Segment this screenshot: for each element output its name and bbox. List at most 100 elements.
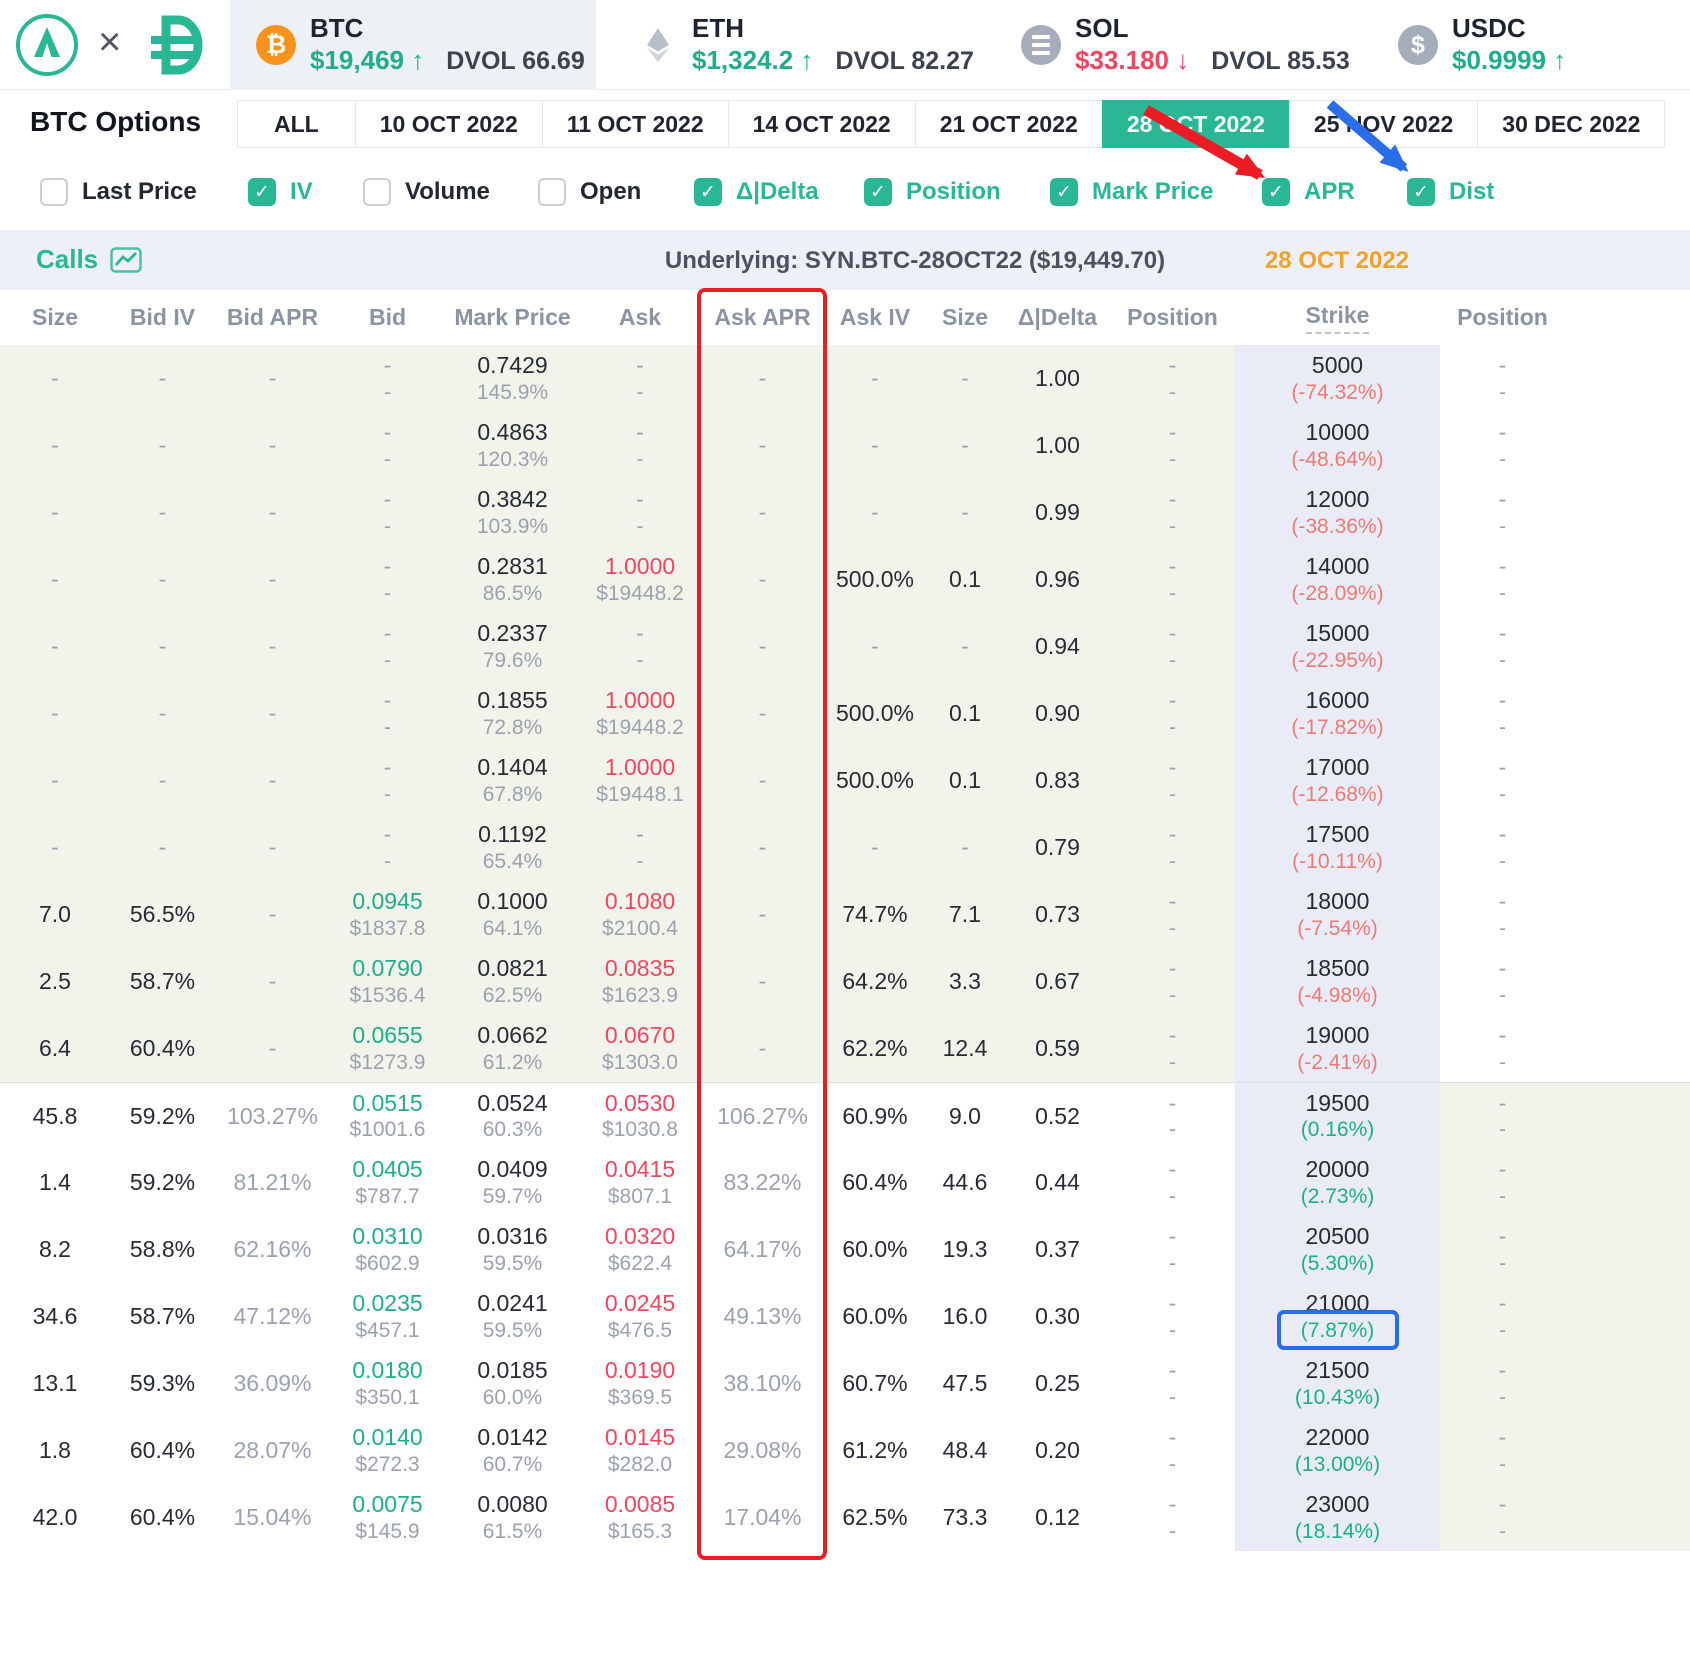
tab-10-oct-2022[interactable]: 10 OCT 2022 [354,100,543,148]
cell-size-2: 9.0 [949,1102,981,1129]
filter-dist[interactable]: Dist [1407,178,1494,206]
ticker-eth[interactable]: ETH $1,324.2 ↑ DVOL 82.27 [612,0,1000,90]
cell-position: -- [1110,1015,1235,1082]
cell-bid[interactable]: 0.0235 $457.1 [352,1290,423,1342]
filter-volume[interactable]: Volume [363,178,490,206]
cell-ask[interactable]: 1.0000 $19448.1 [580,747,700,814]
filter-mark-price[interactable]: Mark Price [1050,178,1213,206]
ticker-price: $0.9999 ↑ [1452,45,1567,75]
cell-position: -- [1168,1290,1177,1342]
cell-bid[interactable]: 0.0945 $1837.8 [330,881,445,948]
cell-strike: 21500 (10.43%) [1235,1350,1440,1417]
cell-bid[interactable]: 0.0180 $350.1 [352,1357,423,1409]
cell-strike: 10000 (-48.64%) [1235,412,1440,479]
tab-all[interactable]: ALL [237,100,356,148]
checkbox-icon[interactable] [363,178,391,206]
cell-ask[interactable]: -- [580,412,700,479]
cell-ask[interactable]: 0.0145 $282.0 [604,1424,676,1476]
cell-ask[interactable]: 0.0415 $807.1 [604,1156,676,1208]
cell-size: - [0,747,110,814]
filter-label: Mark Price [1092,178,1214,205]
filter-iv[interactable]: IV [248,178,313,206]
filter-label: Open [580,178,642,205]
sol-icon [1021,25,1061,65]
filter-open[interactable]: Open [538,178,641,206]
cell-bid[interactable]: -- [330,345,445,412]
cell-bid[interactable]: 0.0405 $787.7 [352,1156,423,1208]
cell-mark-price: 0.0080 61.5% [477,1491,548,1543]
ticker-sol[interactable]: SOL $33.180 ↓ DVOL 85.53 [995,0,1376,90]
cell-ask[interactable]: 0.0245 $476.5 [604,1290,676,1342]
ticker-btc[interactable]: ₿ BTC $19,469 ↑ DVOL 66.69 [230,0,596,90]
cell-ask[interactable]: 0.1080 $2100.4 [580,881,700,948]
cell-delta: 0.44 [1035,1169,1080,1196]
cell-bid[interactable]: -- [330,479,445,546]
checkbox-icon[interactable] [1407,178,1435,206]
cell-ask[interactable]: -- [580,814,700,881]
cell-bid-apr: - [215,680,330,747]
cell-ask[interactable]: 1.0000 $19448.2 [580,680,700,747]
checkbox-icon[interactable] [694,178,722,206]
option-row-14000: - - - - -0.2831 86.5% 1.0000 $19448.2-500.0% 0.1… [0,546,1690,613]
cell-size: 1.4 [39,1169,71,1196]
cell-ask[interactable]: -- [580,479,700,546]
cell-bid[interactable]: -- [330,680,445,747]
cell-bid[interactable]: 0.0790 $1536.4 [330,948,445,1015]
filter-last-price[interactable]: Last Price [40,178,197,206]
cell-filler [1565,1149,1690,1216]
cell-strike: 16000 (-17.82%) [1235,680,1440,747]
tab-14-oct-2022[interactable]: 14 OCT 2022 [727,100,916,148]
cell-ask[interactable]: 0.0320 $622.4 [604,1223,676,1275]
cell-ask[interactable]: 0.0190 $369.5 [604,1357,676,1409]
cell-bid-apr: 36.09% [233,1370,312,1397]
cell-bid[interactable]: 0.0075 $145.9 [352,1491,423,1543]
checkbox-icon[interactable] [1050,178,1078,206]
cell-ask[interactable]: 0.0085 $165.3 [604,1491,676,1543]
cell-ask[interactable]: -- [580,613,700,680]
tab-28-oct-2022[interactable]: 28 OCT 2022 [1101,100,1290,148]
checkbox-icon[interactable] [40,178,68,206]
cell-ask[interactable]: 0.0530 $1030.8 [602,1089,678,1142]
cell-ask-iv: - [825,412,925,479]
cell-bid[interactable]: -- [330,412,445,479]
cell-position-put: -- [1498,754,1507,806]
tab-30-dec-2022[interactable]: 30 DEC 2022 [1477,100,1666,148]
cell-bid[interactable]: -- [330,814,445,881]
col-header-strike[interactable]: Strike [1235,290,1440,345]
checkbox-icon[interactable] [538,178,566,206]
cell-ask[interactable]: -- [580,345,700,412]
filter-delta[interactable]: Δ|Delta [694,178,819,206]
cell-ask-iv: - [825,345,925,412]
cell-ask[interactable]: 1.0000 $19448.2 [580,546,700,613]
underlying-info: Underlying: SYN.BTC-28OCT22 ($19,449.70) [664,247,1166,274]
tab-21-oct-2022[interactable]: 21 OCT 2022 [914,100,1103,148]
cell-bid[interactable]: 0.0140 $272.3 [352,1424,423,1476]
filter-apr[interactable]: APR [1262,178,1355,206]
cell-position-put: -- [1498,821,1507,873]
cell-bid[interactable]: 0.0655 $1273.9 [330,1015,445,1082]
cell-bid[interactable]: -- [330,747,445,814]
cell-mark-price: 0.2831 86.5% [445,546,580,613]
tab-11-oct-2022[interactable]: 11 OCT 2022 [541,100,729,148]
tab-25-nov-2022[interactable]: 25 NOV 2022 [1288,100,1479,148]
checkbox-icon[interactable] [1262,178,1290,206]
cell-bid[interactable]: -- [330,613,445,680]
checkbox-icon[interactable] [248,178,276,206]
cell-ask-iv: 64.2% [825,948,925,1015]
cell-bid[interactable]: -- [330,546,445,613]
cell-ask[interactable]: 0.0670 $1303.0 [580,1015,700,1082]
filter-position[interactable]: Position [864,178,1001,206]
cell-bid[interactable]: 0.0515 $1001.6 [349,1089,426,1142]
cell-delta: 0.25 [1035,1370,1080,1397]
ticker-usdc[interactable]: $ USDC $0.9999 ↑ [1372,0,1592,90]
cell-bid[interactable]: 0.0310 $602.9 [352,1223,423,1275]
option-row-19500: 45.8 59.2% 103.27% 0.0515 $1001.6 0.0524 60.3%… [0,1082,1690,1149]
cell-position: -- [1168,1089,1177,1142]
cell-size-2: 0.1 [925,680,1005,747]
cell-ask[interactable]: 0.0835 $1623.9 [580,948,700,1015]
cell-position: -- [1110,680,1235,747]
chart-icon[interactable] [110,246,142,273]
cell-ask-iv: 60.4% [842,1169,908,1196]
checkbox-icon[interactable] [864,178,892,206]
cell-filler [1565,1484,1690,1551]
